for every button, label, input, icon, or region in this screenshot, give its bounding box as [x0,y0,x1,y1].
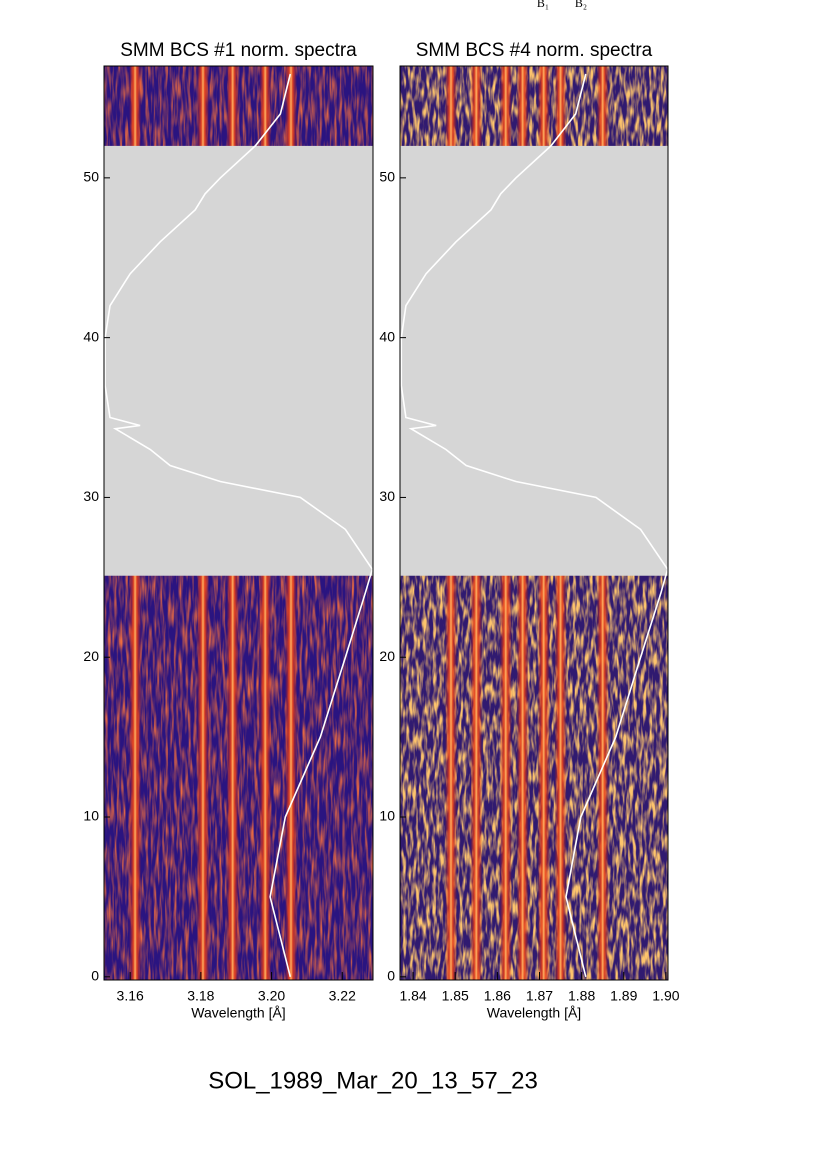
y-tick-label: 50 [379,169,395,185]
y-tick-label: 50 [83,169,99,185]
x-axis-label: Wavelength [Å] [191,1005,285,1021]
x-tick-label: 1.84 [399,988,426,1004]
x-tick-label: 1.87 [526,988,553,1004]
plot-area [400,66,668,980]
plot-frame [399,65,669,981]
y-tick-label: 30 [83,488,99,504]
light-curve [400,73,669,977]
data-gap [400,145,668,576]
x-tick-label: 3.18 [187,988,214,1004]
y-tick-label: 30 [379,488,395,504]
y-tick-label: 0 [91,968,99,984]
x-tick-label: 1.89 [610,988,637,1004]
light-curve [104,73,374,977]
plot-area [104,66,373,980]
x-tick-label: 3.22 [329,988,356,1004]
x-tick-label: 1.90 [652,988,679,1004]
x-tick-label: 1.86 [484,988,511,1004]
y-tick-label: 20 [379,648,395,664]
x-tick-label: 3.16 [117,988,144,1004]
plot-frame [103,65,374,981]
chart-title: SMM BCS #4 norm. spectra [416,40,653,61]
y-tick-label: 40 [379,328,395,344]
y-tick-label: 20 [83,648,99,664]
y-tick-label: 0 [387,968,395,984]
footer: SOL_1989_Mar_20_13_57_23 [208,1067,538,1094]
data-gap [104,145,373,576]
chart-title: SMM BCS #1 norm. spectra [120,40,357,61]
x-axis-label: Wavelength [Å] [487,1005,581,1021]
y-tick-label: 40 [83,328,99,344]
y-tick-label: 10 [379,808,395,824]
x-tick-label: 1.85 [442,988,469,1004]
y-tick-label: 10 [83,808,99,824]
annotation: B₂ [575,0,587,10]
x-tick-label: 3.20 [258,988,285,1004]
annotation: B₁ [537,0,549,10]
x-tick-label: 1.88 [568,988,595,1004]
